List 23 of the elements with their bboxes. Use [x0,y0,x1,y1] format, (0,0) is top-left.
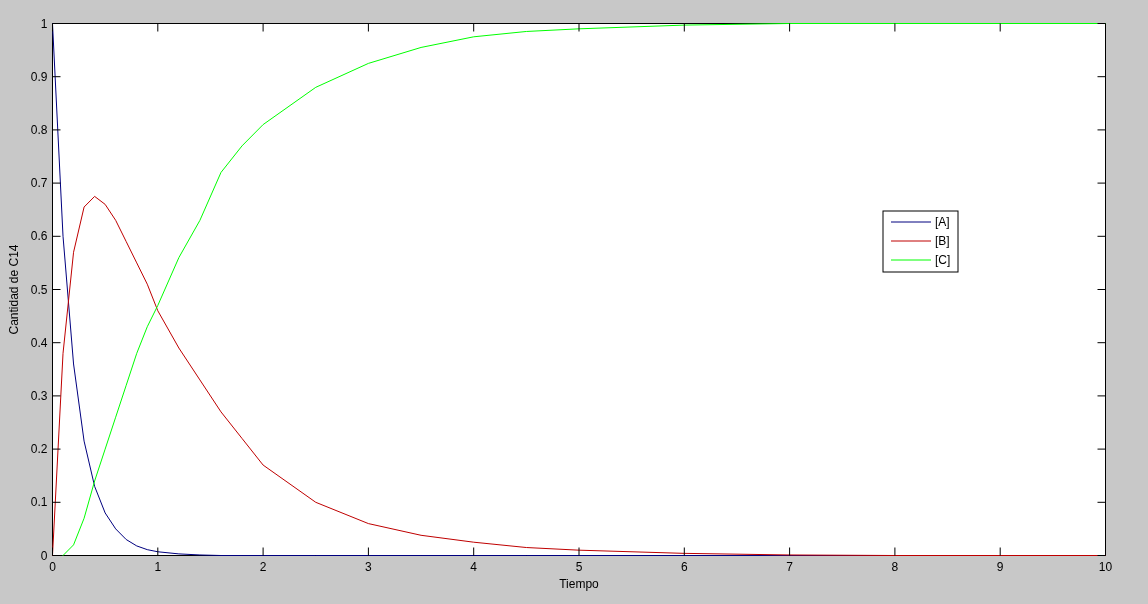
y-tick-label: 0.9 [30,69,48,84]
y-tick-label: 0.3 [30,388,48,403]
y-tick-label: 0.8 [30,122,48,137]
y-tick-label: 0.1 [30,495,48,510]
x-tick-label: 3 [365,559,373,574]
x-tick-label: 7 [786,559,794,574]
x-tick-label: 10 [1098,559,1113,574]
x-tick-label: 4 [470,559,478,574]
x-tick-label: 6 [680,559,688,574]
x-tick-label: 1 [154,559,162,574]
y-axis-title: Cantidad de C14 [7,244,21,335]
y-tick-label: 0.6 [30,229,48,244]
x-tick-label: 5 [575,559,583,574]
y-tick-label: 0 [40,548,48,563]
x-tick-label: 9 [996,559,1004,574]
y-tick-label: 0.4 [30,335,48,350]
y-tick-label: 1 [40,16,48,31]
y-tick-label: 0.7 [30,176,48,191]
y-tick-label: 0.2 [30,442,48,457]
x-tick-label: 8 [891,559,899,574]
x-tick-label: 2 [259,559,267,574]
y-tick-label: 0.5 [30,282,48,297]
x-axis-title: Tiempo [559,576,600,591]
